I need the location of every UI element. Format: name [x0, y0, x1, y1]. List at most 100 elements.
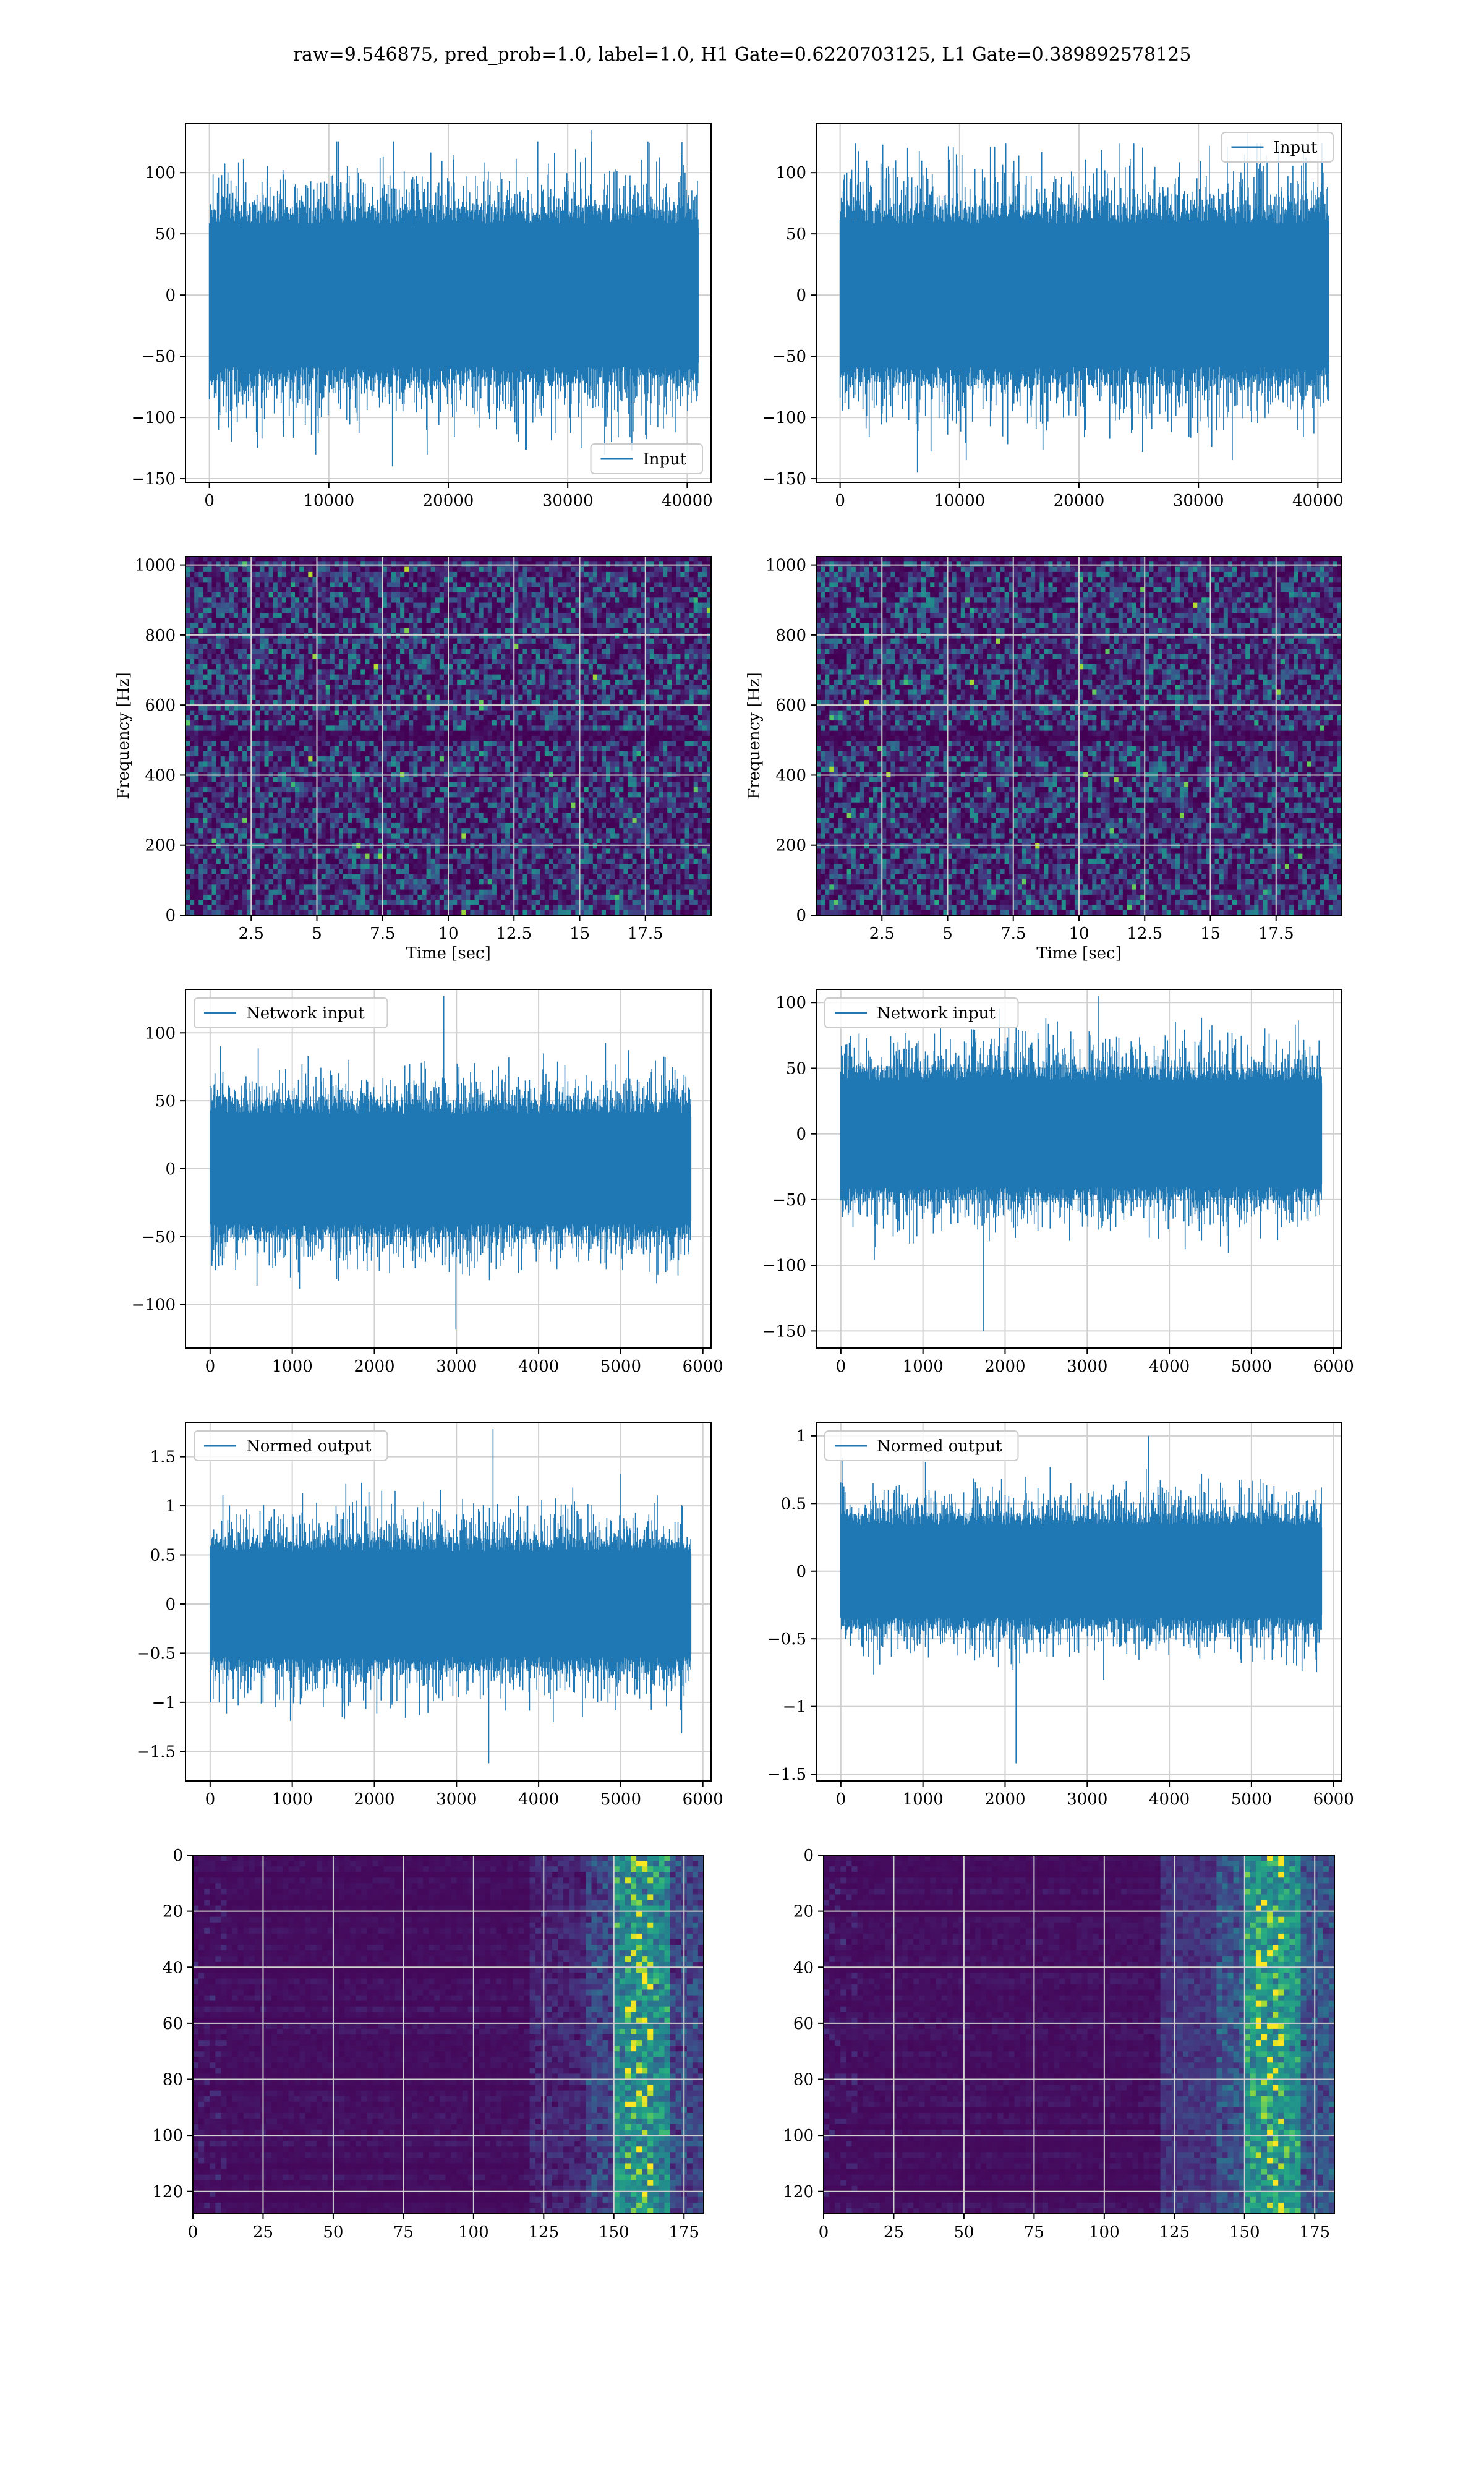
- h1-input-x-tick-label: 30000: [542, 492, 594, 510]
- h1-spectrogram-x-tick-label: 7.5: [370, 924, 395, 943]
- l1-input-legend-label: Input: [1274, 139, 1318, 157]
- l1-normed-output-y-tick-label: −1: [783, 1698, 806, 1717]
- l1-network-input-legend: Network input: [825, 998, 1018, 1028]
- l1-normed-output-y-tick-label: −1.5: [767, 1765, 806, 1784]
- l1-feature-map-y-tick-label: 80: [793, 2071, 814, 2090]
- l1-network-input-y-tick-label: −100: [762, 1257, 806, 1275]
- l1-input-x-tick-label: 30000: [1173, 492, 1224, 510]
- l1-spectrogram-x-tick-label: 2.5: [869, 924, 895, 943]
- l1-normed-output-x-tick-label: 1000: [903, 1790, 944, 1809]
- l1-feature-map-y-tick-label: 60: [793, 2015, 814, 2033]
- h1-spectrogram-x-tick-label: 5: [312, 924, 322, 943]
- h1-normed-output-legend-label: Normed output: [246, 1437, 372, 1456]
- h1-input-y-tick-label: 0: [165, 286, 176, 305]
- h1-spectrogram-y-tick-label: 1000: [135, 557, 176, 575]
- h1-network-input-x-tick-label: 4000: [518, 1357, 559, 1376]
- h1-network-input-x-tick-label: 0: [205, 1357, 216, 1376]
- h1-input-legend: Input: [591, 444, 703, 474]
- l1-network-input-y-tick-label: 0: [796, 1125, 806, 1144]
- h1-feature-map-x-tick-label: 75: [393, 2223, 414, 2242]
- l1-normed-output-y-tick-label: 1: [796, 1427, 806, 1446]
- l1-normed-output-legend: Normed output: [825, 1431, 1018, 1461]
- l1-feature-map-x-tick-label: 150: [1229, 2223, 1260, 2242]
- l1-input-x-tick-label: 0: [835, 492, 845, 510]
- h1-network-input-x-tick-label: 1000: [272, 1357, 313, 1376]
- h1-spectrogram-x-tick-label: 2.5: [239, 924, 264, 943]
- l1-network-input-x-tick-label: 1000: [903, 1357, 944, 1376]
- h1-normed-output-x-tick-label: 0: [205, 1790, 216, 1809]
- h1-network-input-x-tick-label: 3000: [436, 1357, 477, 1376]
- h1-network-input-y-tick-label: 100: [145, 1024, 176, 1043]
- h1-normed-output-x-tick-label: 5000: [600, 1790, 641, 1809]
- l1-feature-map-x-tick-label: 100: [1089, 2223, 1120, 2242]
- h1-normed-output-x-tick-label: 6000: [683, 1790, 723, 1809]
- h1-normed-output-y-tick-label: 0: [165, 1595, 176, 1614]
- h1-normed-output-y-tick-label: −1.5: [137, 1743, 176, 1761]
- l1-spectrogram-x-tick-label: 5: [942, 924, 953, 943]
- h1-network-input-x-tick-label: 5000: [600, 1357, 641, 1376]
- h1-network-input-y-tick-label: −50: [142, 1228, 176, 1247]
- h1-spectrogram-x-axis-label: Time [sec]: [406, 944, 491, 963]
- h1-normed-output-legend: Normed output: [194, 1431, 388, 1461]
- l1-network-input-x-tick-label: 6000: [1313, 1357, 1354, 1376]
- h1-network-input-x-tick-label: 2000: [354, 1357, 394, 1376]
- l1-feature-map-x-tick-label: 75: [1024, 2223, 1044, 2242]
- l1-normed-output-x-tick-label: 0: [836, 1790, 846, 1809]
- l1-feature-map-x-tick-label: 0: [819, 2223, 829, 2242]
- h1-normed-output-y-tick-label: −0.5: [137, 1644, 176, 1663]
- l1-spectrogram-y-tick-label: 0: [796, 907, 806, 925]
- l1-feature-map-y-tick-label: 120: [783, 2183, 814, 2201]
- h1-feature-map-x-tick-label: 175: [668, 2223, 699, 2242]
- h1-input-x-tick-label: 10000: [303, 492, 354, 510]
- l1-input-y-tick-label: −50: [772, 348, 806, 366]
- l1-network-input-y-tick-label: 50: [786, 1059, 806, 1078]
- h1-feature-map-x-tick-label: 100: [458, 2223, 489, 2242]
- l1-network-input-x-tick-label: 4000: [1149, 1357, 1190, 1376]
- l1-feature-map-x-tick-label: 50: [953, 2223, 974, 2242]
- h1-spectrogram-x-tick-label: 10: [438, 924, 458, 943]
- h1-feature-map-y-tick-label: 80: [163, 2071, 183, 2090]
- h1-input-y-tick-label: −50: [142, 348, 176, 366]
- l1-input-y-tick-label: −100: [762, 409, 806, 427]
- l1-network-input-x-tick-label: 5000: [1231, 1357, 1272, 1376]
- l1-input-x-tick-label: 40000: [1292, 492, 1344, 510]
- l1-feature-map-heatmap-cells: [824, 1855, 1335, 2214]
- h1-normed-output-y-tick-label: −1: [152, 1694, 176, 1712]
- l1-spectrogram-y-tick-label: 600: [775, 696, 806, 715]
- h1-network-input-y-tick-label: −100: [132, 1296, 176, 1315]
- h1-network-input-legend-label: Network input: [246, 1004, 365, 1023]
- h1-input-legend-label: Input: [643, 450, 687, 469]
- l1-normed-output-x-tick-label: 2000: [984, 1790, 1025, 1809]
- h1-feature-map-x-tick-label: 25: [253, 2223, 273, 2242]
- h1-spectrogram-y-tick-label: 0: [165, 907, 176, 925]
- h1-normed-output-x-tick-label: 1000: [272, 1790, 313, 1809]
- l1-network-input-y-tick-label: 100: [775, 994, 806, 1012]
- l1-spectrogram-y-tick-label: 200: [775, 837, 806, 855]
- h1-network-input-legend: Network input: [194, 998, 388, 1028]
- h1-feature-map-heatmap-cells: [193, 1855, 704, 2214]
- h1-spectrogram-y-tick-label: 200: [145, 837, 176, 855]
- l1-network-input-legend-label: Network input: [877, 1004, 996, 1023]
- h1-feature-map-x-tick-label: 150: [599, 2223, 629, 2242]
- l1-input-y-tick-label: 50: [786, 225, 806, 244]
- l1-network-input-x-tick-label: 3000: [1067, 1357, 1107, 1376]
- l1-input-x-tick-label: 10000: [934, 492, 985, 510]
- l1-spectrogram-x-tick-label: 17.5: [1258, 924, 1294, 943]
- l1-normed-output-y-tick-label: 0: [796, 1563, 806, 1581]
- h1-normed-output-y-tick-label: 1: [165, 1497, 176, 1516]
- h1-normed-output-x-tick-label: 4000: [518, 1790, 559, 1809]
- l1-spectrogram-y-axis-label: Frequency [Hz]: [745, 672, 764, 800]
- l1-spectrogram-x-tick-label: 12.5: [1127, 924, 1162, 943]
- h1-network-input-x-tick-label: 6000: [683, 1357, 723, 1376]
- h1-spectrogram-x-tick-label: 17.5: [628, 924, 663, 943]
- h1-normed-output-y-tick-label: 1.5: [150, 1448, 176, 1467]
- l1-spectrogram-x-tick-label: 7.5: [1000, 924, 1026, 943]
- l1-feature-map-y-tick-label: 100: [783, 2127, 814, 2145]
- h1-input-y-tick-label: 100: [145, 164, 176, 182]
- h1-normed-output-x-tick-label: 3000: [436, 1790, 477, 1809]
- h1-input-x-tick-label: 40000: [662, 492, 713, 510]
- l1-normed-output-legend-label: Normed output: [877, 1437, 1002, 1456]
